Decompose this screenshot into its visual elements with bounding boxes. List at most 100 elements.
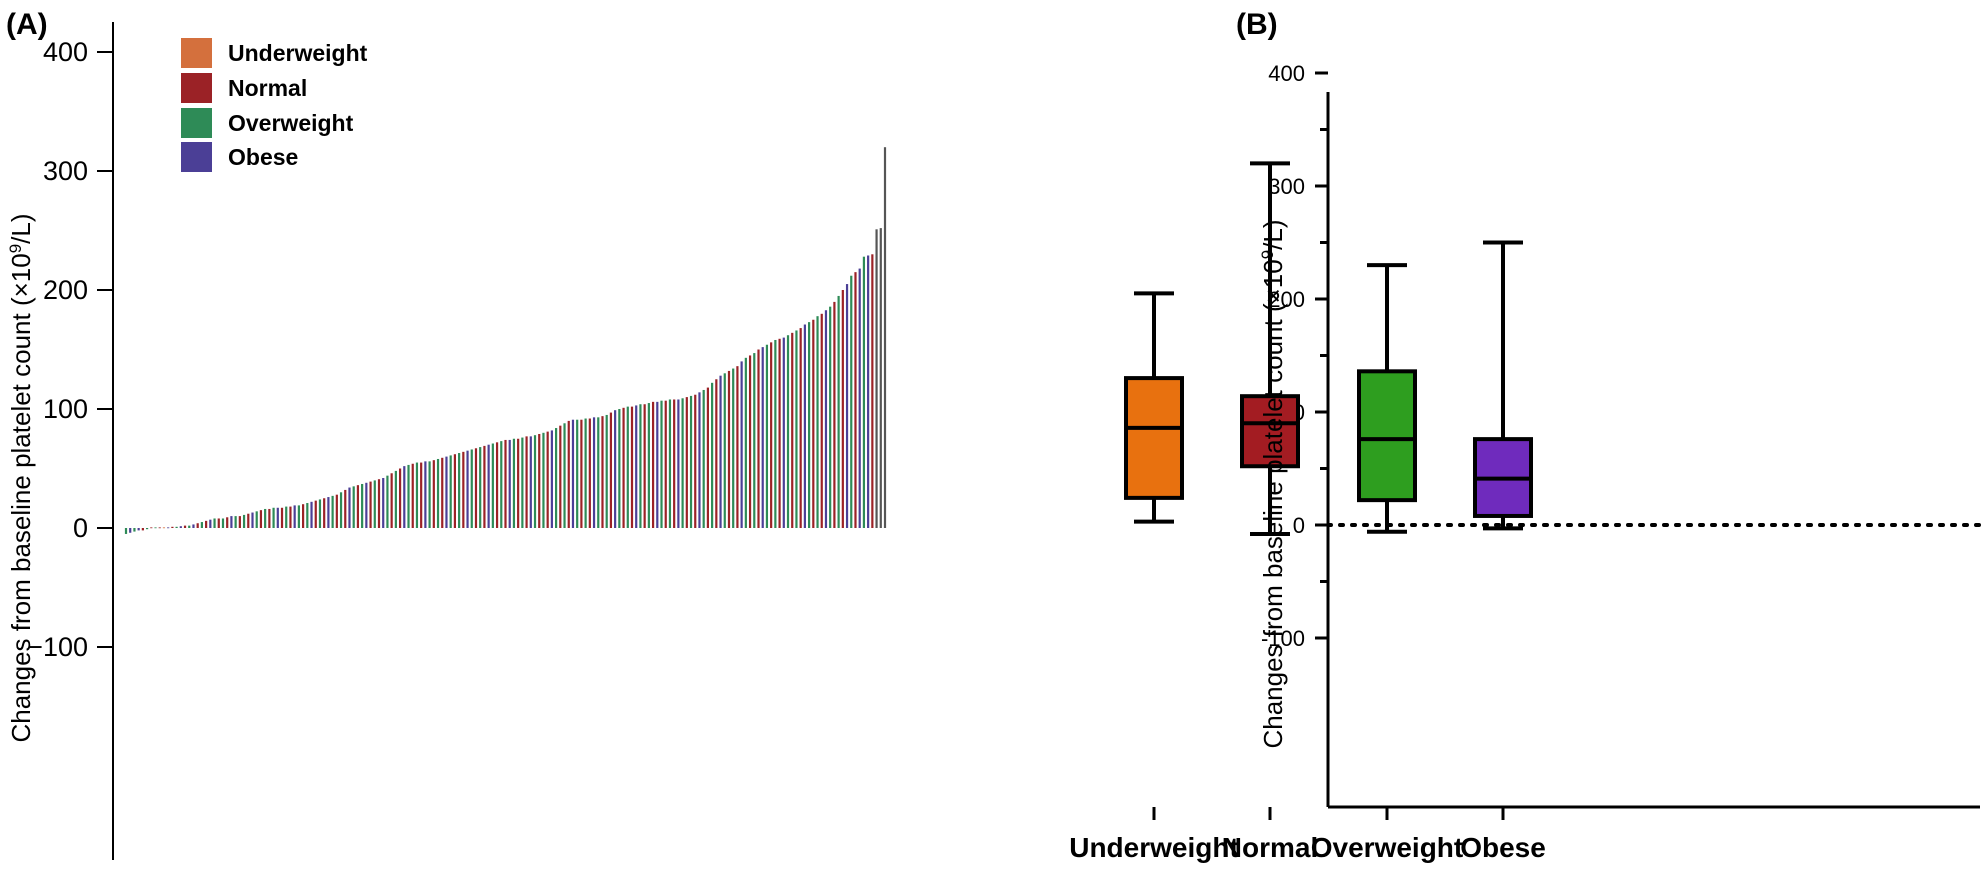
waterfall-bar	[820, 313, 823, 528]
waterfall-bar	[533, 435, 537, 528]
waterfall-bar	[407, 464, 410, 528]
panel-a-legend: Underweight Normal Overweight Obese	[181, 38, 368, 172]
waterfall-bar	[803, 324, 806, 528]
waterfall-bar	[664, 400, 667, 528]
waterfall-bar	[162, 527, 166, 529]
box-overweight	[1357, 263, 1417, 534]
waterfall-bar	[453, 454, 456, 528]
waterfall-bar	[774, 339, 777, 528]
waterfall-bar	[179, 526, 182, 528]
waterfall-bar	[829, 306, 832, 528]
waterfall-bar	[567, 420, 570, 528]
panel-b-y-tick-label: -100	[1261, 626, 1305, 651]
waterfall-bar	[719, 375, 722, 528]
waterfall-bar	[757, 349, 760, 528]
waterfall-bar	[167, 527, 170, 529]
waterfall-bar	[403, 466, 406, 528]
waterfall-bar	[550, 430, 553, 528]
waterfall-bar	[445, 456, 448, 528]
waterfall-bar	[508, 439, 511, 528]
waterfall-bar	[559, 425, 562, 528]
waterfall-bar	[875, 229, 878, 528]
waterfall-bar	[744, 357, 747, 528]
waterfall-bar	[626, 406, 629, 528]
waterfall-bar	[348, 487, 351, 528]
box-obese	[1473, 240, 1533, 531]
waterfall-bar	[630, 406, 634, 528]
waterfall-bar	[512, 438, 516, 528]
box-normal	[1240, 161, 1300, 537]
waterfall-bar	[698, 392, 701, 528]
panel-a-y-ticks: 400 300 200 100 0 −100	[27, 37, 113, 662]
waterfall-bar	[318, 499, 322, 528]
waterfall-bar	[255, 511, 258, 528]
interquartile-box	[1357, 369, 1417, 503]
waterfall-bar	[302, 504, 305, 528]
box-underweight	[1124, 291, 1184, 524]
waterfall-bar	[702, 389, 705, 528]
waterfall-bar	[361, 483, 364, 528]
legend-swatch-normal	[181, 73, 212, 103]
waterfall-bar	[782, 337, 785, 528]
waterfall-bar	[141, 528, 144, 531]
waterfall-bar	[247, 513, 250, 528]
waterfall-bar	[711, 382, 714, 528]
waterfall-bar	[462, 451, 465, 528]
waterfall-bar	[175, 526, 178, 528]
waterfall-bar	[727, 370, 731, 528]
waterfall-bar	[883, 147, 887, 528]
interquartile-box	[1240, 394, 1300, 469]
waterfall-bar	[736, 366, 739, 528]
waterfall-bar	[365, 482, 368, 528]
waterfall-bar	[339, 492, 343, 528]
waterfall-bar	[158, 527, 161, 529]
waterfall-bar	[812, 319, 815, 528]
waterfall-bar	[276, 507, 279, 528]
panel-a-bars	[124, 147, 887, 534]
waterfall-bar	[479, 447, 482, 528]
waterfall-bar	[542, 432, 545, 528]
waterfall-bar	[694, 394, 697, 528]
waterfall-bar	[432, 460, 435, 528]
panel-a-y-tick-label: −100	[27, 632, 88, 662]
waterfall-bar	[352, 486, 355, 528]
waterfall-bar	[213, 518, 216, 528]
waterfall-bar	[609, 412, 613, 528]
waterfall-bar	[601, 416, 604, 528]
waterfall-bar	[280, 507, 284, 528]
waterfall-bar	[668, 399, 672, 528]
waterfall-bar	[150, 527, 153, 529]
waterfall-bar	[635, 405, 638, 528]
panel-b-y-tick-label: 0	[1293, 513, 1305, 538]
waterfall-bar	[588, 418, 591, 528]
waterfall-bar	[639, 404, 642, 528]
waterfall-bar	[753, 353, 756, 528]
waterfall-bar	[428, 461, 431, 528]
waterfall-bar	[651, 401, 655, 528]
waterfall-bar	[879, 228, 882, 528]
waterfall-bar	[470, 449, 473, 528]
legend-swatch-obese	[181, 142, 212, 172]
category-label-underweight: Underweight	[1069, 832, 1239, 863]
panel-b-y-axis-label: Changes from baseline platelet count (×1…	[1258, 219, 1289, 748]
waterfall-bar	[862, 256, 866, 528]
waterfall-bar	[500, 441, 503, 528]
interquartile-box	[1124, 376, 1184, 500]
waterfall-bar	[474, 448, 478, 528]
waterfall-bar	[242, 514, 246, 528]
waterfall-bar	[715, 379, 718, 528]
waterfall-bar	[867, 255, 870, 529]
waterfall-bar	[306, 503, 309, 528]
panel-b-label: (B)	[1236, 8, 1278, 41]
waterfall-bar	[373, 480, 376, 528]
waterfall-bar	[293, 505, 296, 528]
waterfall-bar	[808, 322, 811, 528]
waterfall-bar	[398, 468, 402, 528]
waterfall-bar	[420, 462, 423, 528]
waterfall-bar	[660, 400, 663, 528]
waterfall-bar	[259, 510, 263, 528]
waterfall-bar	[555, 428, 558, 528]
waterfall-bar	[786, 335, 790, 528]
waterfall-bar	[858, 268, 861, 528]
